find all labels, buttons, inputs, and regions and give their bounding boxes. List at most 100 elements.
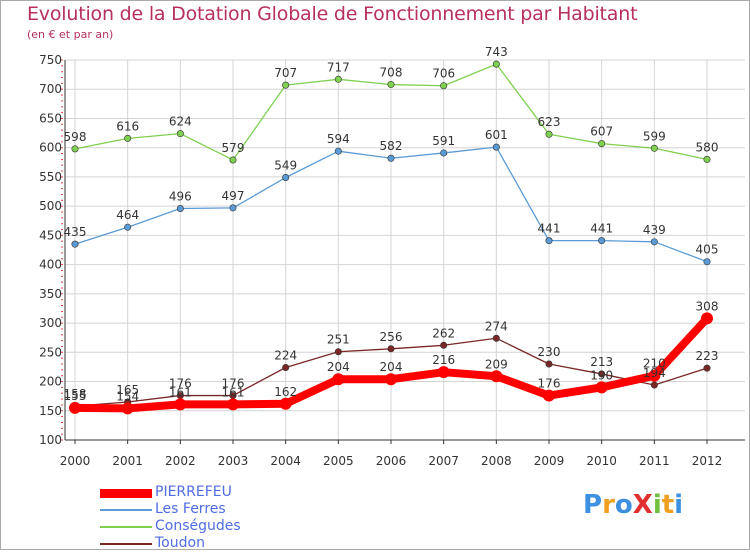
data-point xyxy=(334,348,342,356)
data-point xyxy=(71,240,79,248)
chart-subtitle: (en € et par an) xyxy=(27,28,114,41)
data-point xyxy=(124,223,132,231)
y-tick-label: 700 xyxy=(39,82,62,96)
logo-letter: t xyxy=(661,490,675,520)
data-label: 190 xyxy=(590,368,613,382)
x-tick-label: 2010 xyxy=(586,454,617,468)
data-point xyxy=(332,373,345,386)
data-label: 213 xyxy=(590,355,613,369)
data-point xyxy=(598,140,606,148)
data-label: 209 xyxy=(485,357,508,371)
data-label: 230 xyxy=(538,345,561,359)
legend-label: Les Ferres xyxy=(155,501,226,517)
data-label: 210 xyxy=(643,357,666,371)
x-tick-label: 2011 xyxy=(639,454,670,468)
data-point xyxy=(385,373,397,386)
data-point xyxy=(282,81,290,89)
data-point xyxy=(650,381,658,389)
data-point xyxy=(703,155,711,163)
data-point xyxy=(598,237,606,245)
legend-swatch xyxy=(100,526,152,528)
data-label: 549 xyxy=(274,159,297,173)
data-label: 435 xyxy=(64,225,87,239)
x-tick-label: 2005 xyxy=(323,454,354,468)
y-tick-label: 400 xyxy=(39,258,62,272)
data-point xyxy=(650,238,658,246)
y-tick-label: 250 xyxy=(39,345,62,359)
data-label: 743 xyxy=(485,45,508,59)
data-label: 607 xyxy=(590,125,613,139)
x-tick-label: 2002 xyxy=(165,454,196,468)
y-tick-label: 550 xyxy=(39,170,62,184)
data-label: 405 xyxy=(696,243,719,257)
y-tick-label: 600 xyxy=(39,141,62,155)
data-label: 224 xyxy=(274,349,297,363)
data-point xyxy=(543,389,555,402)
data-label: 616 xyxy=(116,119,139,133)
legend-label: PIERREFEU xyxy=(155,484,232,500)
data-label: 580 xyxy=(696,140,719,154)
x-tick-label: 2012 xyxy=(692,454,723,468)
data-label: 708 xyxy=(380,66,403,80)
y-tick-label: 350 xyxy=(39,287,62,301)
legend-swatch xyxy=(100,509,152,511)
data-point xyxy=(69,401,81,414)
data-label: 204 xyxy=(327,360,350,374)
y-tick-label: 200 xyxy=(39,375,62,389)
data-point xyxy=(492,60,500,68)
data-point xyxy=(595,381,608,394)
x-tick-label: 2003 xyxy=(218,454,249,468)
proxiti-logo: ProXiti xyxy=(583,490,683,520)
data-label: 439 xyxy=(643,223,666,237)
data-label: 176 xyxy=(538,377,561,391)
data-point xyxy=(598,370,606,378)
data-point xyxy=(701,312,713,325)
data-point xyxy=(229,204,237,212)
data-point xyxy=(545,130,553,138)
logo-letter: P xyxy=(583,490,603,520)
logo-letter: i xyxy=(674,490,684,520)
data-label: 161 xyxy=(169,385,192,399)
legend-label: Toudon xyxy=(155,535,205,551)
data-point xyxy=(282,174,290,182)
legend-swatch xyxy=(100,488,152,498)
data-label: 216 xyxy=(432,353,455,367)
logo-letter: X xyxy=(632,490,653,520)
data-point xyxy=(71,145,79,153)
data-point xyxy=(387,154,395,162)
data-point xyxy=(650,144,658,152)
data-point xyxy=(124,134,132,142)
data-label: 308 xyxy=(696,299,719,313)
data-point xyxy=(440,149,448,157)
data-point xyxy=(227,398,239,411)
data-point xyxy=(387,81,395,89)
data-label: 717 xyxy=(327,60,350,74)
y-tick-label: 450 xyxy=(39,228,62,242)
data-point xyxy=(334,147,342,155)
data-point xyxy=(121,402,134,415)
x-tick-label: 2006 xyxy=(376,454,407,468)
y-tick-label: 100 xyxy=(39,433,62,447)
data-label: 256 xyxy=(380,330,403,344)
data-label: 464 xyxy=(116,208,139,222)
data-label: 176 xyxy=(169,377,192,391)
legend-swatch xyxy=(100,543,152,545)
data-label: 194 xyxy=(643,366,666,380)
data-label: 161 xyxy=(222,385,245,399)
data-point xyxy=(492,143,500,151)
data-label: 624 xyxy=(169,115,192,129)
data-label: 496 xyxy=(169,189,192,203)
data-point xyxy=(440,82,448,90)
data-point xyxy=(703,258,711,266)
data-label: 707 xyxy=(274,66,297,80)
x-tick-label: 2001 xyxy=(112,454,143,468)
data-point xyxy=(174,398,187,411)
x-tick-label: 2007 xyxy=(428,454,459,468)
y-tick-label: 150 xyxy=(39,404,62,418)
data-label: 601 xyxy=(485,128,508,142)
data-label: 594 xyxy=(327,132,350,146)
data-label: 598 xyxy=(64,130,87,144)
y-tick-label: 750 xyxy=(39,53,62,67)
data-label: 154 xyxy=(116,389,139,403)
